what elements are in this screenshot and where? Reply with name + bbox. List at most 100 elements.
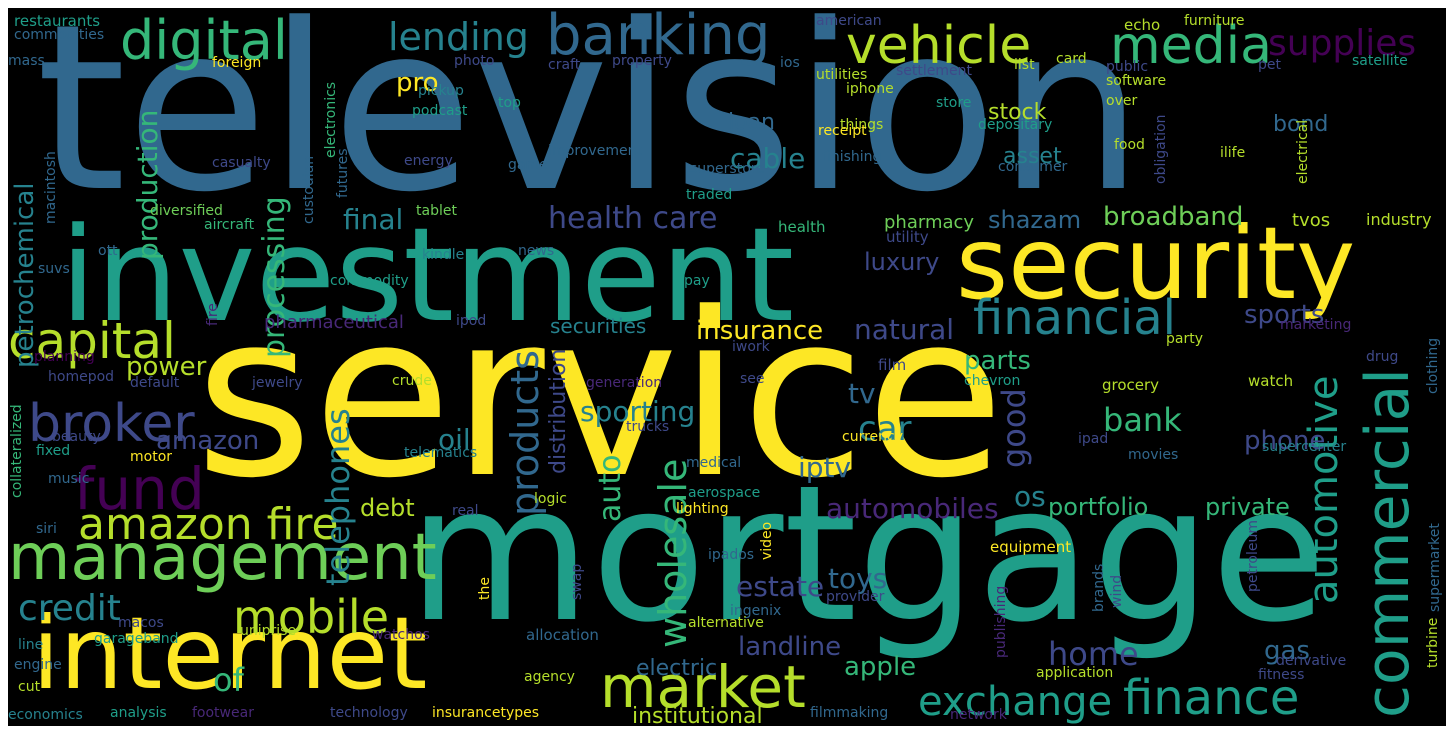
- word-supercenter: supercenter: [1262, 439, 1347, 455]
- word-over: over: [1106, 93, 1138, 109]
- word-news: news: [518, 243, 555, 259]
- word-health-care: health care: [548, 201, 718, 236]
- word-casualty: casualty: [212, 155, 271, 171]
- word-settlement: settlement: [896, 63, 973, 79]
- word-auto: auto: [593, 454, 628, 522]
- word-line: line: [18, 637, 44, 653]
- word-broadband: broadband: [1103, 202, 1244, 232]
- word-movies: movies: [1128, 447, 1179, 463]
- word-tvos: tvos: [1292, 210, 1331, 231]
- word-list: list: [1014, 57, 1035, 73]
- word-insurancetypes: insurancetypes: [432, 705, 540, 721]
- word-grocery: grocery: [1102, 376, 1160, 394]
- word-shazam: shazam: [988, 206, 1082, 234]
- word-market: market: [600, 653, 806, 721]
- word-engine: engine: [14, 657, 62, 673]
- word-alternative: alternative: [688, 615, 764, 631]
- word-digital: digital: [120, 9, 288, 72]
- word-mass: mass: [8, 53, 45, 69]
- word-loan: loan: [728, 110, 775, 135]
- word-natural: natural: [854, 313, 955, 346]
- word-oil: oil: [438, 423, 471, 456]
- word-health: health: [778, 218, 826, 236]
- word-supplies: supplies: [1268, 23, 1417, 64]
- word-car: car: [858, 409, 912, 449]
- word-capital: capital: [8, 312, 176, 370]
- word-credit: credit: [18, 588, 121, 629]
- word-things: things: [840, 117, 884, 133]
- word-supermarket: supermarket: [1427, 523, 1443, 612]
- word-television: television: [36, 8, 1144, 243]
- word-production: production: [131, 109, 164, 260]
- word-finishing: finishing: [822, 149, 882, 165]
- word-broker: broker: [28, 394, 195, 454]
- word-planning: planning: [34, 349, 95, 365]
- word-telematics: telematics: [404, 445, 478, 461]
- word-generation: generation: [586, 375, 663, 391]
- word-pharmacy: pharmacy: [884, 212, 975, 233]
- word-pro: pro: [396, 68, 439, 98]
- word-aerospace: aerospace: [688, 485, 761, 501]
- word-public: public: [1106, 59, 1149, 75]
- word-technology: technology: [330, 705, 408, 721]
- word-wholesale: wholesale: [651, 458, 695, 648]
- word-iptv: iptv: [798, 451, 852, 484]
- word-video: video: [759, 521, 775, 560]
- word-telephones: telephones: [319, 408, 357, 586]
- word-craft: craft: [548, 57, 581, 73]
- word-amazon: amazon: [156, 426, 260, 456]
- word-watchos: watchos: [372, 627, 430, 643]
- word-automotive: automotive: [1301, 375, 1347, 604]
- word-portfolio: portfolio: [1048, 493, 1149, 521]
- word-wind: wind: [1109, 574, 1125, 608]
- word-film: film: [878, 356, 907, 374]
- word-petrochemical: petrochemical: [10, 182, 40, 369]
- word-financial: financial: [973, 290, 1176, 346]
- word-amazon-fire: amazon fire: [78, 499, 339, 550]
- word-homepod: homepod: [48, 369, 115, 385]
- word-chevron: chevron: [964, 373, 1021, 389]
- word-investment: investment: [60, 199, 795, 351]
- word-furniture: furniture: [1184, 13, 1245, 29]
- word-electrical: electrical: [1295, 119, 1311, 184]
- word-processing: processing: [257, 196, 292, 358]
- word-securities: securities: [550, 314, 647, 338]
- word-commodities: commodities: [14, 27, 105, 43]
- word-os: os: [1014, 480, 1046, 513]
- word-medical: medical: [686, 455, 742, 471]
- word-crude: crude: [392, 373, 432, 389]
- word-iwork: iwork: [732, 339, 770, 355]
- word-music: music: [48, 471, 90, 487]
- word-logic: logic: [534, 491, 567, 507]
- word-improvement: improvement: [548, 143, 642, 159]
- word-luxury: luxury: [864, 248, 940, 276]
- word-sports: sports: [1244, 300, 1325, 330]
- word-food: food: [1114, 137, 1145, 153]
- word-parts: parts: [964, 346, 1031, 376]
- word-property: property: [612, 53, 672, 69]
- word-tablet: tablet: [416, 203, 457, 219]
- word-jewelry: jewelry: [252, 375, 303, 391]
- word-security: security: [956, 205, 1356, 322]
- word-allocation: allocation: [526, 626, 599, 644]
- word-macos: macos: [118, 615, 164, 631]
- word-electronics: electronics: [323, 81, 339, 158]
- word-brands: brands: [1091, 563, 1107, 612]
- word-restaurants: restaurants: [14, 12, 101, 30]
- word-card: card: [1056, 51, 1087, 67]
- word-futures: futures: [335, 148, 351, 198]
- word-top: top: [498, 95, 521, 111]
- word-electric: electric: [636, 656, 718, 681]
- word-siri: siri: [36, 521, 57, 537]
- word-pay: pay: [684, 273, 710, 289]
- word-watch: watch: [1248, 372, 1294, 390]
- word-real: real: [452, 503, 479, 519]
- word-commercial: commercial: [1353, 368, 1423, 718]
- word-tv: tv: [848, 377, 876, 410]
- word-satellite: satellite: [1352, 53, 1408, 69]
- word-game: game: [508, 157, 548, 173]
- word-fitness: fitness: [1258, 667, 1305, 683]
- word-currency: currency: [842, 429, 903, 445]
- word-motor: motor: [130, 449, 173, 465]
- word-home: home: [1048, 635, 1139, 673]
